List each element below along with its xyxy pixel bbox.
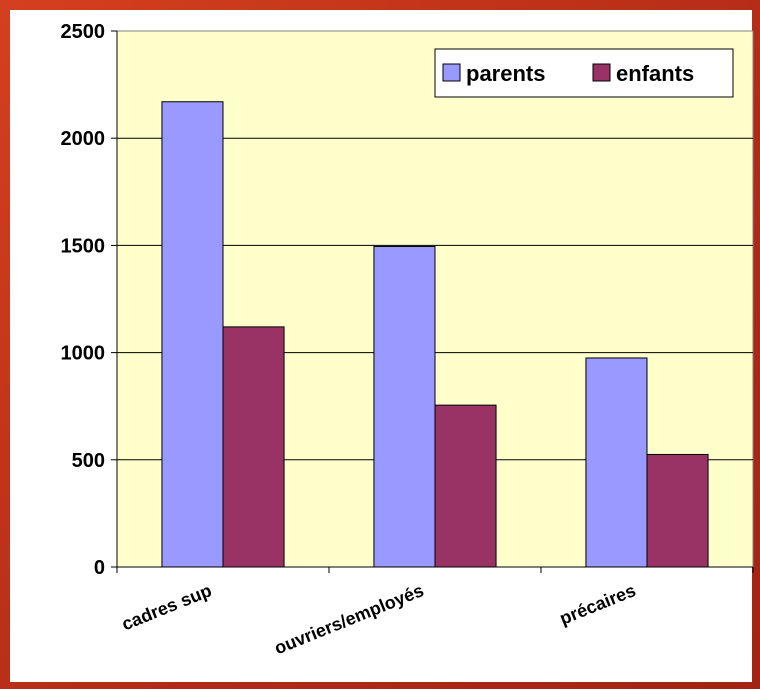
axes — [111, 30, 754, 573]
legend-label-parents: parents — [466, 61, 545, 86]
y-tick-label: 2000 — [61, 128, 106, 150]
y-tick-label: 1000 — [61, 343, 106, 365]
bar-enfants — [646, 453, 709, 568]
x-category-label: ouvriers/employés — [272, 580, 427, 658]
y-tick-label: 500 — [72, 450, 105, 472]
y-tick-label: 1500 — [61, 235, 106, 257]
y-tick-label: 0 — [94, 557, 105, 579]
x-category-label: précaires — [557, 580, 639, 629]
x-category-label: cadres sup — [119, 580, 215, 634]
bar-parents — [585, 357, 648, 568]
legend-box — [434, 48, 734, 98]
y-tick-label: 2500 — [61, 21, 106, 43]
legend-label-enfants: enfants — [616, 61, 694, 86]
legend-swatch-parents — [442, 63, 461, 82]
bar-parents — [373, 245, 436, 568]
legend: parents enfants — [434, 48, 734, 98]
legend-swatch-enfants — [592, 63, 611, 82]
bar-enfants — [434, 404, 497, 568]
bar-parents — [161, 101, 224, 568]
x-category-labels: cadres sup ouvriers/employés précaires — [119, 580, 639, 658]
y-tick-labels: 0 500 1000 1500 2000 2500 — [61, 21, 106, 579]
bar-enfants — [222, 326, 285, 568]
